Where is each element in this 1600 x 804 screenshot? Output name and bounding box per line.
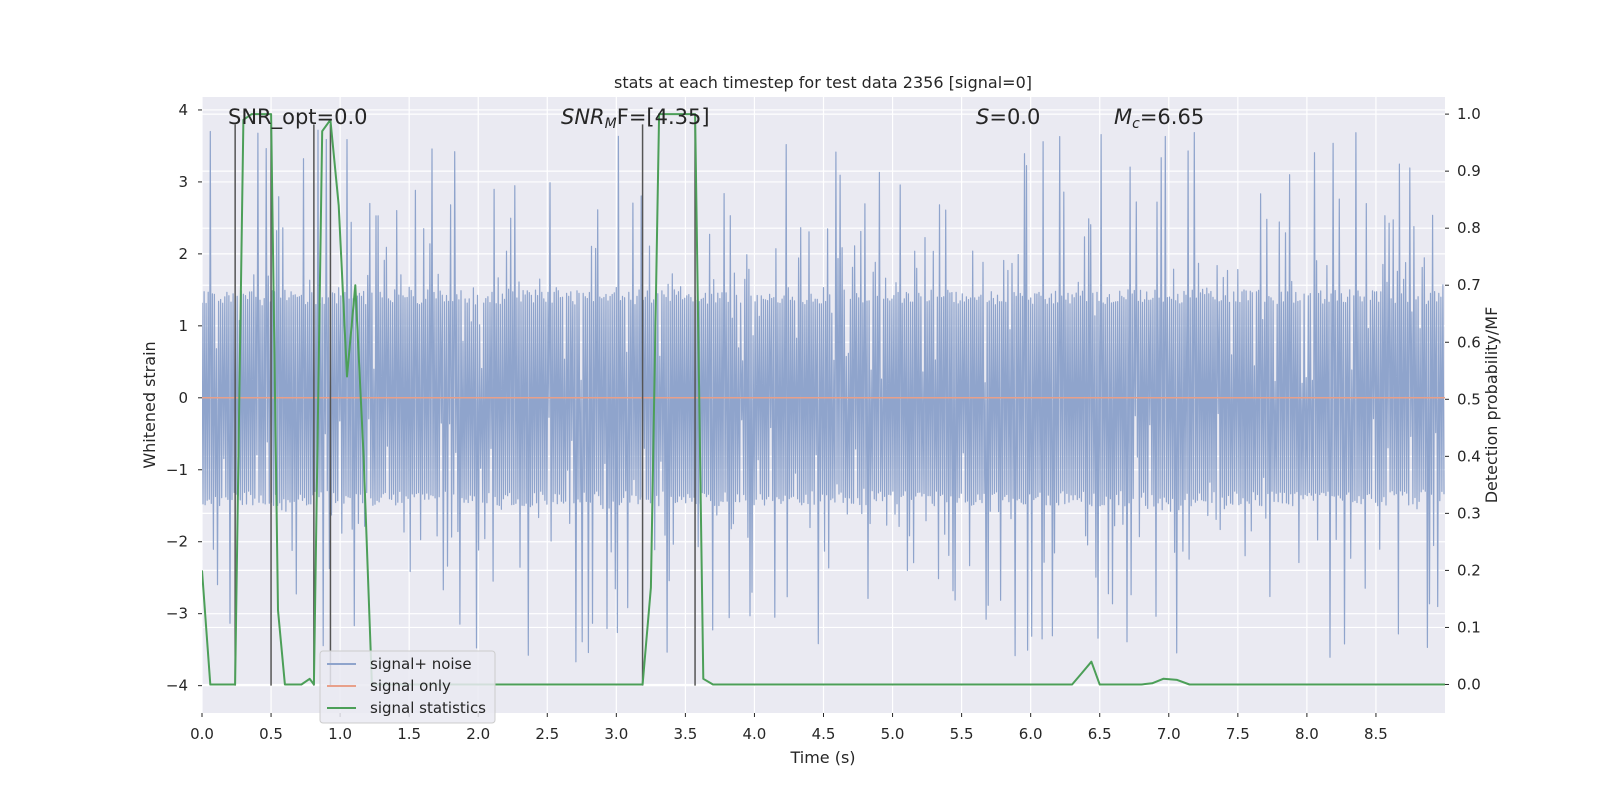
x-tick-label-11: 5.5 (950, 725, 974, 743)
x-tick-label-10: 5.0 (881, 725, 905, 743)
chart-title: stats at each timestep for test data 235… (614, 73, 1032, 92)
x-tick-label-17: 8.5 (1364, 725, 1388, 743)
legend-label-statistics: signal statistics (370, 699, 486, 717)
x-tick-label-14: 7.0 (1157, 725, 1181, 743)
y-left-tick-label-1: 3 (178, 173, 188, 191)
vertical-markers (234, 124, 696, 686)
y-right-tick-label-0: 1.0 (1457, 105, 1481, 123)
x-tick-label-12: 6.0 (1019, 725, 1043, 743)
legend-box (319, 650, 496, 724)
legend-label-signal-only: signal only (370, 677, 451, 695)
x-axis-label: Time (s) (789, 748, 855, 767)
legend-label-noise: signal+ noise (370, 655, 472, 673)
y-right-tick-label-1: 0.9 (1457, 162, 1481, 180)
x-tick-label-13: 6.5 (1088, 725, 1112, 743)
y-left-tick-label-6: −2 (166, 533, 188, 551)
y-right-axis-label: Detection probability/MF (1482, 307, 1501, 504)
y-right-tick-label-4: 0.6 (1457, 333, 1481, 351)
y-right-tick-label-8: 0.2 (1457, 561, 1481, 579)
x-tick-label-1: 0.5 (259, 725, 283, 743)
x-tick-label-0: 0.0 (190, 725, 214, 743)
y-right-axis-ticks: 1.0 0.9 0.8 0.7 0.6 0.5 0.4 0.3 0.2 0.1 0.0 (1445, 105, 1481, 693)
y-right-tick-label-9: 0.1 (1457, 618, 1481, 636)
x-tick-label-5: 2.5 (535, 725, 559, 743)
x-tick-label-16: 8.0 (1295, 725, 1319, 743)
x-tick-label-15: 7.5 (1226, 725, 1250, 743)
y-right-tick-label-7: 0.3 (1457, 504, 1481, 522)
y-left-axis-ticks: 4 3 2 1 0 −1 −2 −3 −4 (166, 101, 202, 695)
x-axis-ticks: 0.0 0.5 1.0 1.5 2.0 2.5 3.0 3.5 4.0 4.5 5.0 5.5 6.0 6… (190, 713, 1388, 743)
annotation-s: S=0.0 (976, 105, 1040, 129)
y-left-tick-label-7: −3 (166, 605, 188, 623)
y-left-tick-label-2: 2 (178, 245, 188, 263)
annotation-mc: Mc=6.65 (1114, 105, 1204, 132)
y-left-tick-label-0: 4 (178, 101, 188, 119)
legend: signal+ noise signal only signal statist… (319, 650, 496, 724)
x-tick-label-4: 2.0 (466, 725, 490, 743)
y-left-tick-label-3: 1 (178, 317, 188, 335)
y-right-tick-label-6: 0.4 (1457, 447, 1481, 465)
y-left-tick-label-8: −4 (166, 677, 188, 695)
noise-series-line (202, 129, 1445, 663)
x-tick-label-3: 1.5 (397, 725, 421, 743)
y-left-tick-label-5: −1 (166, 461, 188, 479)
y-right-tick-label-3: 0.7 (1457, 276, 1481, 294)
x-tick-label-8: 4.0 (743, 725, 767, 743)
annotation-snr-mf: SNRMF=[4.35] (561, 105, 710, 132)
x-tick-label-7: 3.5 (673, 725, 697, 743)
statistics-line (202, 113, 1445, 686)
x-tick-label-9: 4.5 (812, 725, 836, 743)
y-right-tick-label-10: 0.0 (1457, 675, 1481, 693)
y-right-tick-label-2: 0.8 (1457, 219, 1481, 237)
x-tick-label-6: 3.0 (604, 725, 628, 743)
y-right-tick-label-5: 0.5 (1457, 390, 1481, 408)
annotation-snr-opt: SNR_opt=0.0 (228, 105, 368, 130)
x-tick-label-2: 1.0 (328, 725, 352, 743)
y-left-axis-label: Whitened strain (140, 341, 159, 468)
y-left-tick-label-4: 0 (178, 389, 188, 407)
